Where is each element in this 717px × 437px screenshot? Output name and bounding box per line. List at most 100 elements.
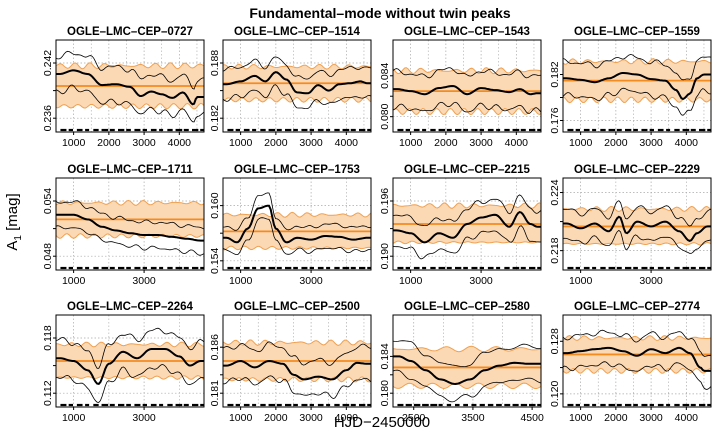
y-axis-label-main: A: [4, 241, 21, 251]
panel-frame: [562, 177, 712, 271]
panel-11: OGLE–LMC–CEP–2580 2500 3500 4500 0.180 0.184: [379, 301, 544, 424]
band-upper-edge: [563, 334, 711, 341]
x-tick-label: 3000: [132, 275, 156, 287]
panel-12: OGLE–LMC–CEP–2774 1000 2000 3000 4000 0.120 0.…: [549, 301, 712, 424]
panel-plot-area: [223, 178, 371, 270]
x-tick-label: 2000: [264, 137, 288, 149]
x-tick-label: 4000: [505, 137, 529, 149]
amplitude-fit-line: [223, 204, 371, 244]
panel-title: OGLE–LMC–CEP–2264: [67, 301, 194, 313]
y-axis-label-subscript: 1: [13, 235, 24, 241]
lower-envelope-line: [563, 361, 711, 390]
band-upper-edge: [393, 202, 541, 209]
y-axis-label: A1 [mag]: [4, 193, 24, 250]
upper-envelope-line: [56, 327, 204, 369]
amplitude-fit-line: [393, 84, 541, 96]
panel-title: OGLE–LMC–CEP–1559: [574, 26, 700, 38]
panel-plot-area: [223, 40, 371, 132]
panel-4: OGLE–LMC–CEP–1559 1000 2000 3000 4000 0.176 0.…: [549, 26, 712, 149]
panel-1: OGLE–LMC–CEP–0727 1000 2000 3000 4000 0.236 0.…: [42, 26, 205, 149]
band-upper-edge: [56, 62, 204, 70]
panel-6: OGLE–LMC–CEP–1753 1000 3000 0.154 0.160: [209, 164, 372, 287]
panel-plot-area: [223, 315, 371, 407]
y-tick-label: 0.120: [549, 381, 561, 407]
lower-envelope-line: [393, 101, 541, 114]
x-tick-label: 2000: [264, 412, 288, 424]
panel-2: OGLE–LMC–CEP–1514 1000 2000 3000 4000 0.182 0.…: [209, 26, 372, 149]
panel-frame: [55, 314, 205, 408]
x-tick-label: 3000: [639, 137, 663, 149]
x-tick-label: 3000: [639, 275, 663, 287]
panel-plot-area: [393, 40, 541, 132]
panel-plot-area: [563, 40, 711, 132]
band-lower-edge: [56, 102, 204, 110]
upper-envelope-line: [563, 200, 711, 227]
amplitude-fit-line: [56, 348, 204, 385]
upper-envelope-line: [56, 50, 204, 90]
x-tick-label: 3000: [299, 137, 323, 149]
panel-frame: [562, 39, 712, 133]
x-axis-label: HJD−2450000: [334, 414, 430, 431]
panel-title: OGLE–LMC–CEP–1543: [404, 26, 530, 38]
y-tick-label: 0.224: [549, 179, 561, 205]
panel-9: OGLE–LMC–CEP–2264 1000 3000 0.112 0.118: [42, 301, 205, 424]
panel-title: OGLE–LMC–CEP–2500: [234, 301, 360, 313]
x-tick-label: 4500: [520, 412, 544, 424]
panel-title: OGLE–LMC–CEP–1753: [234, 164, 360, 176]
upper-envelope-line: [56, 200, 204, 230]
panel-title: OGLE–LMC–CEP–0727: [67, 26, 193, 38]
lower-envelope-line: [56, 225, 204, 256]
lower-envelope-line: [223, 375, 371, 400]
panel-frame: [222, 39, 372, 133]
y-tick-label: 0.118: [42, 325, 54, 351]
x-tick-label: 3000: [469, 137, 493, 149]
upper-envelope-line: [393, 340, 541, 368]
x-tick-label: 1000: [229, 275, 253, 287]
x-tick-label: 1000: [62, 137, 86, 149]
y-tick-label: 0.218: [549, 237, 561, 263]
y-tick-label: 0.180: [379, 380, 391, 406]
amplitude-fit-line: [563, 215, 711, 242]
lower-envelope-line: [393, 225, 541, 260]
x-tick-label: 3000: [469, 275, 493, 287]
x-tick-label: 3500: [461, 412, 485, 424]
panel-frame: [222, 177, 372, 271]
panel-title: OGLE–LMC–CEP–2580: [404, 301, 530, 313]
x-tick-label: 1000: [62, 412, 86, 424]
panel-frame: [562, 314, 712, 408]
y-tick-label: 0.054: [42, 188, 54, 214]
panel-frame: [222, 314, 372, 408]
x-tick-label: 4000: [335, 137, 359, 149]
panel-frame: [392, 39, 542, 133]
x-tick-label: 4000: [168, 137, 192, 149]
band-lower-edge: [393, 382, 541, 390]
upper-envelope-line: [223, 56, 371, 80]
lower-envelope-line: [223, 217, 371, 255]
y-tick-label: 0.196: [379, 188, 391, 214]
x-tick-label: 1000: [229, 137, 253, 149]
y-tick-label: 0.128: [549, 328, 561, 354]
lower-envelope-line: [563, 87, 711, 116]
lower-envelope-line: [56, 84, 204, 123]
x-tick-label: 3000: [132, 412, 156, 424]
y-tick-label: 0.182: [549, 61, 561, 87]
band-upper-edge: [223, 339, 371, 346]
amplitude-fit-line: [223, 359, 371, 381]
band-lower-edge: [393, 107, 541, 116]
lower-envelope-line: [223, 84, 371, 110]
y-tick-label: 0.242: [42, 50, 54, 76]
panel-title: OGLE–LMC–CEP–1711: [67, 164, 193, 176]
x-tick-label: 3000: [639, 412, 663, 424]
x-tick-label: 2000: [97, 137, 121, 149]
y-tick-label: 0.186: [209, 334, 221, 360]
lower-envelope-line: [56, 364, 204, 403]
y-tick-label: 0.048: [42, 243, 54, 269]
panel-5: OGLE–LMC–CEP–1711 1000 3000 0.048 0.054: [42, 164, 205, 287]
x-tick-label: 1000: [569, 137, 593, 149]
amplitude-fit-line: [563, 72, 711, 101]
band-lower-edge: [56, 233, 204, 239]
panel-frame: [392, 314, 542, 408]
amplitude-fit-line: [563, 346, 711, 372]
band-lower-edge: [223, 376, 371, 383]
